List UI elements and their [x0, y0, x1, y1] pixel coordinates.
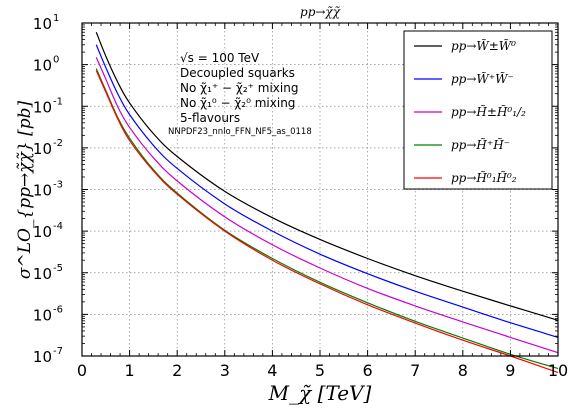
legend-label: pp→W̃⁺W̃⁻ [451, 71, 514, 86]
annotation-line: √s = 100 TeV [180, 51, 260, 65]
x-tick-label: 6 [363, 361, 373, 380]
chart-title: pp→χ̃χ̃ [300, 5, 341, 19]
x-tick-labels: 0 1 2 3 4 5 6 7 8 9 10 [77, 361, 568, 380]
y-tick-exponent: -2 [53, 138, 63, 149]
series-line [95, 32, 559, 321]
x-tick-label: 2 [172, 361, 182, 380]
y-tick-exponent: -4 [53, 221, 63, 232]
y-tick-label: 10 [33, 306, 52, 324]
y-tick-exponent: 1 [53, 13, 59, 24]
annotation-block: √s = 100 TeV Decoupled squarks No χ̃₁⁺ −… [168, 51, 312, 137]
x-tick-label: 1 [125, 361, 135, 380]
x-tick-label: 7 [410, 361, 420, 380]
y-axis-label: σ^LO_{pp→χ̃χ̃} [pb] [15, 101, 35, 280]
y-tick-label: 10 [33, 265, 52, 283]
legend-entries: pp→W̃±W̃⁰ pp→W̃⁺W̃⁻ pp→H̃±H̃⁰₁/₂ pp→H̃⁺H̃⁻ p… [414, 38, 526, 185]
x-tick-label: 0 [77, 361, 87, 380]
x-tick-label: 10 [548, 361, 568, 380]
legend-label: pp→H̃⁰₁H̃⁰₂ [451, 170, 517, 185]
series-line [95, 68, 559, 370]
annotation-line: 5-flavours [180, 111, 240, 125]
y-tick-label: 10 [33, 140, 52, 158]
series-lines [95, 32, 559, 374]
annotation-line: No χ̃₁⁰ − χ̃₂⁰ mixing [180, 96, 295, 110]
x-tick-label: 3 [220, 361, 230, 380]
y-tick-label: 10 [33, 98, 52, 116]
y-tick-exponent: -1 [53, 96, 63, 107]
y-tick-label: 10 [33, 348, 52, 366]
series-line [95, 57, 559, 354]
annotation-line: Decoupled squarks [180, 66, 295, 80]
legend-label: pp→H̃±H̃⁰₁/₂ [451, 104, 526, 119]
y-tick-label: 10 [33, 15, 52, 33]
y-tick-exponent: -5 [53, 263, 63, 274]
x-tick-label: 5 [315, 361, 325, 380]
series-line [95, 44, 559, 338]
y-tick-label: 10 [33, 57, 52, 75]
y-tick-exponent: -6 [53, 304, 63, 315]
legend-label: pp→W̃±W̃⁰ [451, 38, 516, 53]
legend-label: pp→H̃⁺H̃⁻ [451, 137, 510, 152]
y-tick-exponent: -7 [53, 346, 63, 357]
y-tick-label: 10 [33, 223, 52, 241]
legend-box [403, 30, 553, 190]
x-axis-label: M_χ̃ [TeV] [268, 381, 372, 405]
series-line [95, 70, 559, 374]
axis-ticks [81, 22, 559, 357]
x-tick-label: 4 [267, 361, 277, 380]
y-tick-label: 10 [33, 182, 52, 200]
y-tick-exponent: -3 [53, 180, 63, 191]
annotation-line: NNPDF23_nnlo_FFN_NF5_as_0118 [168, 127, 312, 137]
legend: pp→W̃±W̃⁰ pp→W̃⁺W̃⁻ pp→H̃±H̃⁰₁/₂ pp→H̃⁺H̃⁻ p… [403, 30, 553, 190]
x-tick-label: 8 [458, 361, 468, 380]
annotation-line: No χ̃₁⁺ − χ̃₂⁺ mixing [180, 81, 298, 95]
x-tick-label: 9 [505, 361, 515, 380]
y-tick-exponent: 0 [53, 55, 59, 66]
